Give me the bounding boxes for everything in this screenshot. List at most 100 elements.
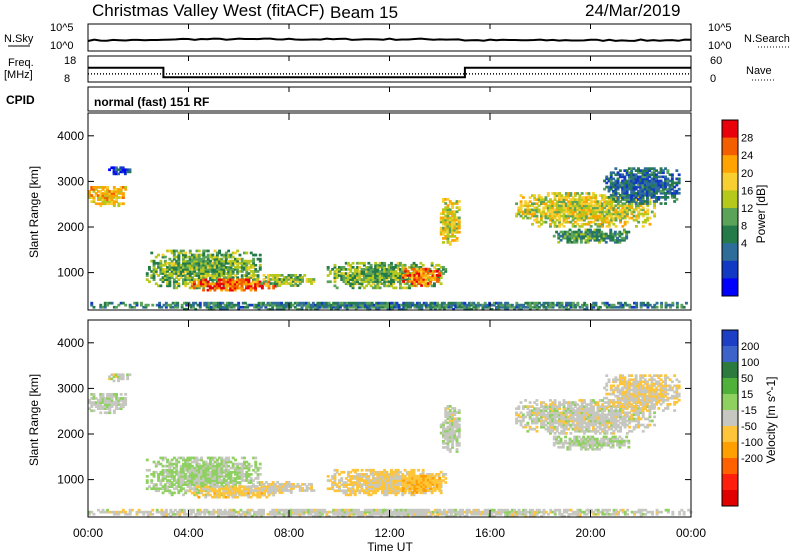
power-echo-cell bbox=[238, 266, 242, 269]
power-echo-cell bbox=[394, 274, 398, 277]
power-echo-cell bbox=[675, 191, 679, 195]
power-echo-cell bbox=[236, 278, 239, 282]
power-echo-cell bbox=[544, 216, 548, 220]
velocity-echo-cell bbox=[231, 485, 235, 488]
power-echo-cell bbox=[262, 303, 265, 307]
power-echo-cell bbox=[621, 175, 625, 179]
velocity-echo-cell bbox=[152, 485, 156, 488]
power-echo-cell bbox=[287, 301, 290, 305]
power-echo-cell bbox=[262, 301, 265, 305]
power-echo-cell bbox=[240, 266, 244, 269]
velocity-echo-cell bbox=[240, 493, 244, 497]
power-echo-cell bbox=[451, 239, 454, 242]
velocity-echo-cell bbox=[229, 491, 233, 495]
power-echo-cell bbox=[598, 212, 602, 216]
power-echo-cell bbox=[298, 282, 302, 285]
power-echo-cell bbox=[612, 171, 615, 175]
velocity-echo-cell bbox=[424, 483, 428, 486]
velocity-echo-cell bbox=[217, 493, 221, 497]
power-echo-cell bbox=[412, 272, 416, 275]
velocity-echo-cell bbox=[190, 487, 194, 491]
velocity-echo-cell bbox=[233, 485, 237, 489]
velocity-echo-cell bbox=[209, 464, 212, 468]
velocity-echo-cell bbox=[229, 487, 233, 491]
velocity-echo-cell bbox=[269, 489, 273, 492]
power-echo-cell bbox=[553, 214, 557, 218]
power-echo-cell bbox=[426, 278, 430, 281]
velocity-echo-cell bbox=[152, 483, 156, 486]
velocity-echo-cell bbox=[101, 393, 105, 396]
velocity-echo-cell bbox=[224, 456, 228, 460]
velocity-echo-cell bbox=[177, 485, 181, 488]
power-echo-cell bbox=[353, 280, 357, 284]
velocity-echo-cell bbox=[226, 489, 230, 493]
power-echo-cell bbox=[607, 218, 611, 222]
power-echo-cell bbox=[198, 301, 202, 305]
power-echo-cell bbox=[594, 303, 598, 307]
power-echo-cell bbox=[161, 280, 165, 284]
power-echo-cell bbox=[565, 305, 568, 309]
power-echo-cell bbox=[413, 269, 417, 273]
velocity-echo-cell bbox=[365, 489, 368, 493]
power-echo-cell bbox=[417, 274, 421, 277]
power-echo-cell bbox=[463, 301, 467, 305]
power-echo-cell bbox=[285, 276, 289, 279]
power-echo-cell bbox=[643, 177, 647, 181]
power-echo-cell bbox=[219, 305, 223, 309]
power-echo-cell bbox=[612, 206, 616, 210]
power-echo-cell bbox=[421, 263, 425, 267]
velocity-echo-cell bbox=[121, 397, 125, 400]
power-echo-cell bbox=[166, 276, 169, 279]
power-echo-cell bbox=[567, 307, 571, 311]
power-echo-cell bbox=[231, 278, 235, 282]
velocity-echo-cell bbox=[399, 475, 402, 478]
power-echo-cell bbox=[413, 274, 417, 277]
power-echo-cell bbox=[535, 218, 539, 222]
velocity-echo-cell bbox=[267, 491, 270, 494]
power-echo-cell bbox=[528, 212, 532, 216]
power-echo-cell bbox=[603, 303, 607, 307]
power-echo-cell bbox=[571, 198, 575, 201]
velocity-echo-cell bbox=[170, 475, 174, 478]
power-echo-cell bbox=[661, 171, 665, 175]
power-echo-cell bbox=[623, 301, 627, 305]
power-echo-cell bbox=[360, 261, 364, 265]
power-echo-cell bbox=[431, 303, 435, 307]
power-echo-cell bbox=[326, 280, 330, 284]
velocity-echo-cell bbox=[356, 481, 359, 484]
power-echo-cell bbox=[646, 303, 650, 307]
power-echo-cell bbox=[362, 276, 366, 279]
power-echo-cell bbox=[245, 251, 249, 255]
power-echo-cell bbox=[238, 257, 242, 261]
power-echo-cell bbox=[592, 196, 595, 199]
power-echo-cell bbox=[349, 276, 353, 279]
power-echo-cell bbox=[558, 214, 561, 218]
velocity-echo-cell bbox=[229, 493, 233, 497]
power-echo-cell bbox=[172, 255, 176, 259]
power-echo-cell bbox=[399, 276, 402, 279]
velocity-echo-cell bbox=[243, 475, 246, 478]
power-echo-cell bbox=[200, 257, 203, 261]
power-echo-cell bbox=[191, 263, 194, 267]
power-echo-cell bbox=[555, 210, 559, 214]
power-echo-cell bbox=[229, 278, 233, 282]
velocity-echo-cell bbox=[264, 481, 268, 484]
power-echo-cell bbox=[307, 280, 311, 283]
power-echo-cell bbox=[252, 278, 255, 281]
power-echo-cell bbox=[335, 268, 339, 271]
power-echo-cell bbox=[643, 191, 647, 195]
power-echo-cell bbox=[607, 177, 611, 181]
velocity-echo-cell bbox=[428, 489, 432, 493]
power-echo-cell bbox=[635, 305, 639, 309]
velocity-echo-cell bbox=[126, 377, 130, 381]
power-echo-cell bbox=[515, 214, 518, 218]
velocity-echo-cell bbox=[108, 411, 112, 415]
power-echo-cell bbox=[210, 301, 213, 305]
power-echo-cell bbox=[623, 222, 627, 226]
velocity-echo-cell bbox=[437, 481, 441, 484]
power-echo-cell bbox=[657, 198, 661, 201]
power-echo-cell bbox=[97, 194, 100, 197]
power-echo-cell bbox=[661, 187, 665, 191]
power-echo-cell bbox=[637, 177, 640, 181]
velocity-echo-cell bbox=[426, 474, 430, 478]
